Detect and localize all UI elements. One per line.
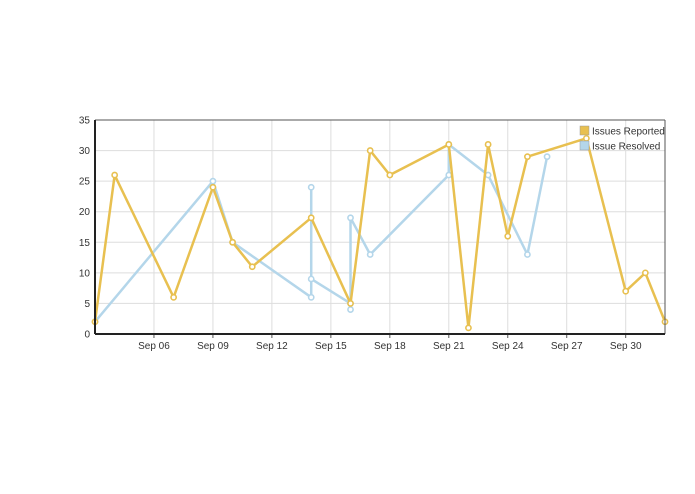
data-point-issue-resolved <box>445 171 453 179</box>
data-point-issues-reported <box>386 171 394 179</box>
x-tick-label: Sep 24 <box>492 341 524 352</box>
y-axis-ticks: 0 5 10 15 20 25 30 35 <box>79 116 91 341</box>
data-point-issues-reported <box>209 183 217 191</box>
data-point-issue-resolved <box>307 183 315 191</box>
legend-label: Issue Resolved <box>592 142 660 153</box>
series-layer <box>91 134 669 332</box>
data-point-issue-resolved <box>307 293 315 301</box>
legend-label: Issues Reported <box>592 127 665 138</box>
data-point-issue-resolved <box>209 177 217 185</box>
legend-swatch <box>579 125 590 136</box>
data-point-issues-reported <box>170 293 178 301</box>
y-tick-label: 25 <box>79 177 91 188</box>
y-tick-label: 30 <box>79 146 91 157</box>
data-point-issues-reported <box>445 141 453 148</box>
x-tick-label: Sep 21 <box>433 341 465 352</box>
data-point-issues-reported <box>307 214 315 222</box>
x-tick-label: Sep 06 <box>138 341 170 352</box>
x-tick-label: Sep 27 <box>551 341 583 352</box>
data-point-issues-reported <box>504 232 512 240</box>
data-point-issues-reported <box>347 300 354 307</box>
legend: Issues Reported Issue Resolved <box>579 125 665 153</box>
data-point-issues-reported <box>465 324 472 332</box>
y-tick-label: 20 <box>79 207 91 218</box>
x-tick-label: Sep 15 <box>315 341 347 352</box>
data-point-issues-reported <box>524 153 531 161</box>
plot-frame <box>94 119 666 335</box>
x-axis-ticks: Sep 06 Sep 09 Sep 12 Sep 15 Sep 18 Sep 21 Sep … <box>138 334 642 352</box>
data-point-issue-resolved <box>347 306 354 313</box>
y-tick-label: 0 <box>84 330 90 341</box>
data-point-issues-reported <box>484 141 492 148</box>
data-point-issues-reported <box>248 263 256 271</box>
data-point-issue-resolved <box>524 251 531 258</box>
series-line-issues-reported <box>93 137 667 330</box>
x-tick-label: Sep 12 <box>256 341 288 352</box>
y-tick-label: 10 <box>79 268 91 279</box>
y-tick-label: 35 <box>79 116 91 127</box>
grid <box>95 119 665 335</box>
data-point-issues-reported <box>641 269 649 277</box>
data-point-issues-reported <box>622 287 630 295</box>
data-point-issues-reported <box>366 147 374 154</box>
data-point-issues-reported <box>582 134 590 142</box>
data-point-issues-reported <box>229 238 236 246</box>
data-point-issue-resolved <box>307 275 315 283</box>
data-point-issues-reported <box>111 171 119 179</box>
y-tick-label: 5 <box>84 299 90 310</box>
x-tick-label: Sep 18 <box>374 341 406 352</box>
data-point-issue-resolved <box>366 251 374 258</box>
y-tick-label: 15 <box>79 238 91 249</box>
legend-swatch <box>579 140 590 151</box>
data-point-issue-resolved <box>484 171 492 179</box>
data-point-issue-resolved <box>543 153 551 161</box>
x-tick-label: Sep 30 <box>610 341 642 352</box>
x-tick-label: Sep 09 <box>197 341 229 352</box>
data-point-issue-resolved <box>347 214 354 222</box>
